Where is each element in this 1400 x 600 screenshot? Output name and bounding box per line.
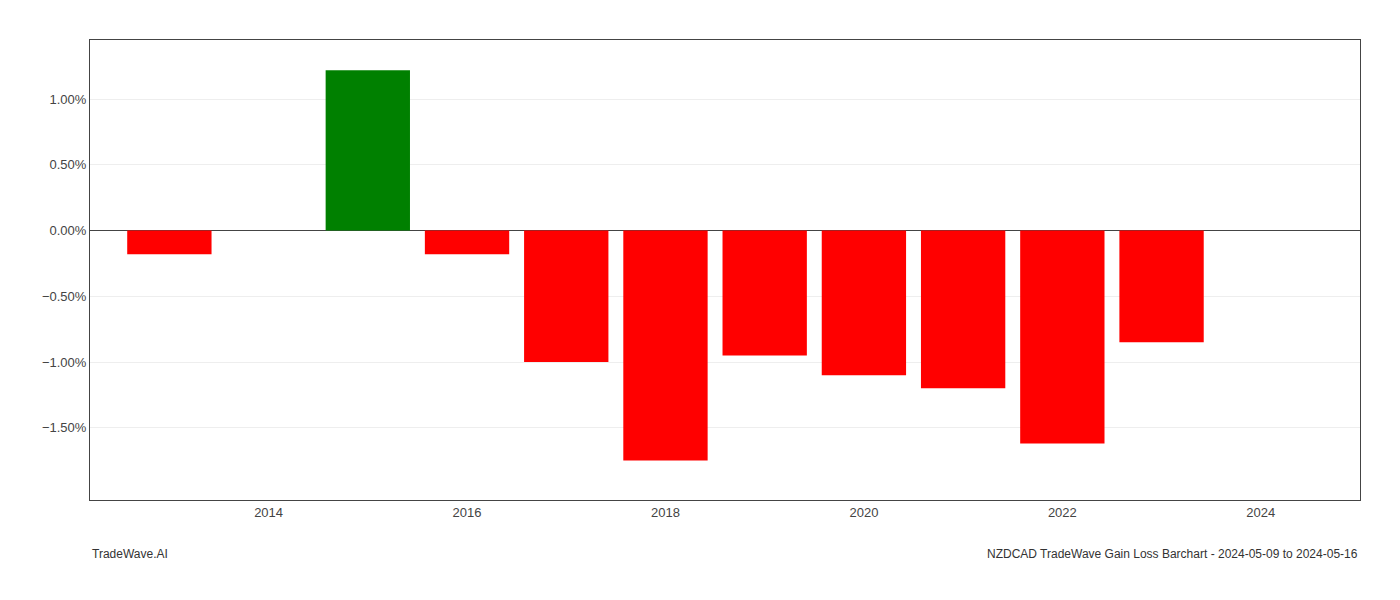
svg-text:0.00%: 0.00%: [50, 223, 87, 238]
svg-text:NZDCAD TradeWave Gain Loss Bar: NZDCAD TradeWave Gain Loss Barchart - 20…: [987, 547, 1358, 561]
svg-text:2016: 2016: [453, 505, 482, 520]
svg-text:2024: 2024: [1246, 505, 1275, 520]
svg-text:−1.00%: −1.00%: [42, 355, 87, 370]
svg-text:−0.50%: −0.50%: [42, 289, 87, 304]
svg-text:−1.50%: −1.50%: [42, 420, 87, 435]
svg-text:0.50%: 0.50%: [50, 157, 87, 172]
svg-text:2020: 2020: [849, 505, 878, 520]
svg-text:2018: 2018: [651, 505, 680, 520]
svg-text:1.00%: 1.00%: [50, 92, 87, 107]
svg-text:2022: 2022: [1048, 505, 1077, 520]
svg-text:2014: 2014: [254, 505, 283, 520]
svg-text:TradeWave.AI: TradeWave.AI: [92, 547, 168, 561]
